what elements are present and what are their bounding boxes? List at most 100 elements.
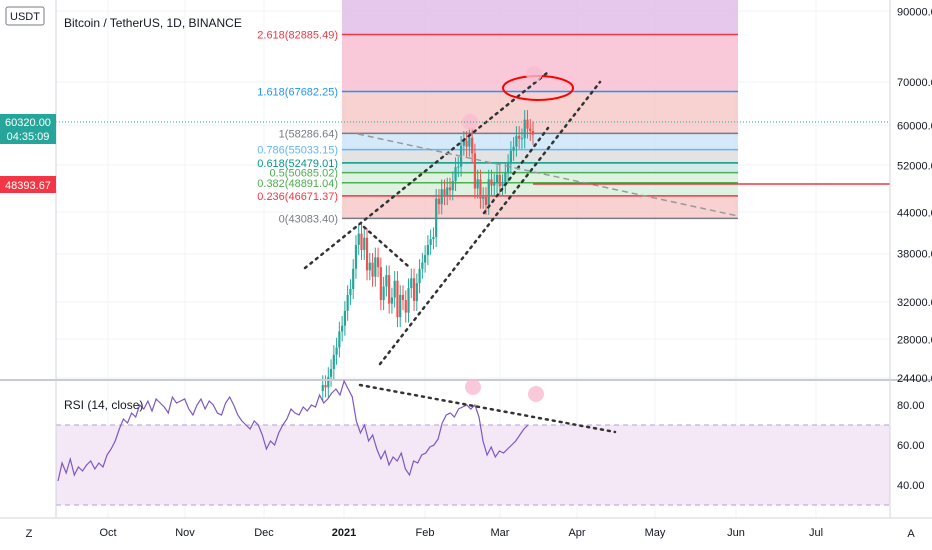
time-tick-9: Jul: [809, 527, 823, 539]
candle-body: [338, 331, 341, 348]
price-axis[interactable]: 90000.00 70000.00 60000.00 52000.00 44000.00…: [897, 6, 932, 385]
candle-body: [418, 268, 421, 284]
fib-label-1: 1(58286.64): [279, 128, 338, 140]
price-tick-3: 52000.00: [897, 160, 932, 172]
candle-body: [495, 174, 499, 184]
time-tick-1: Nov: [175, 527, 195, 539]
candle-body: [465, 140, 468, 147]
time-tick-5: Mar: [491, 527, 510, 539]
rsi-tick-0: 80.00: [897, 400, 925, 412]
fib-zone-3: [342, 149, 738, 163]
rsi-band: [56, 425, 890, 505]
candle-body: [523, 119, 526, 139]
symbol-title: Bitcoin / TetherUS, 1D, BINANCE: [64, 16, 242, 30]
rsi-line: [57, 379, 529, 482]
candle-body: [509, 150, 512, 164]
fib-label-2.618: 2.618(82885.49): [257, 30, 338, 42]
fib-label-0.236: 0.236(46671.37): [257, 191, 338, 203]
time-tick-3: 2021: [332, 527, 356, 539]
candle-body: [357, 233, 360, 245]
candle-body: [352, 268, 355, 289]
candle-body: [432, 237, 435, 240]
candle-body: [360, 233, 363, 250]
level-price-tag: [0, 176, 56, 193]
candle-body: [329, 368, 333, 377]
candle-body: [476, 179, 479, 189]
fib-zone-0: [342, 34, 738, 92]
candle-body: [341, 325, 344, 332]
last-price-tag: [0, 114, 56, 144]
time-tick-8: Jun: [727, 527, 745, 539]
candle-body: [484, 196, 488, 205]
fib-label-0.786: 0.786(55033.15): [257, 145, 338, 157]
candle-body: [424, 255, 427, 263]
candle-body: [346, 294, 349, 311]
fibonacci-retracement[interactable]: 2.618(82885.49) 1.618(67682.25) 1(58286.64…: [257, 0, 738, 225]
level-price-label: 48393.67: [5, 180, 51, 192]
fib-label-0.382: 0.382(48891.04): [257, 178, 338, 190]
candle-body: [332, 354, 335, 369]
candle-body: [479, 179, 482, 199]
log-scale-button[interactable]: [18, 522, 40, 544]
price-tick-8: 24400.00: [897, 373, 932, 385]
candle-body: [515, 135, 518, 147]
candle-body: [349, 288, 352, 295]
candle-body: [365, 237, 369, 271]
rsi-title: RSI (14, close): [64, 398, 143, 412]
channel-top-line: [303, 71, 549, 270]
candle-body: [448, 187, 452, 191]
log-scale-label: Z: [26, 528, 33, 540]
candle-body: [457, 166, 460, 168]
candle-body: [401, 294, 405, 301]
time-tick-0: Oct: [99, 527, 116, 539]
fib-label-0.5: 0.5(50685.02): [270, 168, 339, 180]
candle-body: [440, 189, 443, 205]
candlestick-series: [321, 110, 535, 401]
rsi-tick-1: 60.00: [897, 440, 925, 452]
fib-zone-6: [342, 182, 738, 196]
price-tick-4: 44000.00: [897, 207, 932, 219]
pullback-trend-line: [362, 225, 410, 268]
fib-zone-top: [342, 0, 738, 35]
price-tick-1: 70000.00: [897, 77, 932, 89]
time-axis[interactable]: Oct Nov Dec 2021 Feb Mar Apr May Jun Jul: [99, 527, 823, 539]
candle-body: [473, 153, 477, 189]
countdown-label: 04:35:09: [7, 131, 50, 143]
candle-body: [512, 146, 515, 151]
candle-body: [371, 262, 374, 277]
candle-body: [363, 237, 366, 250]
fib-label-1.618: 1.618(67682.25): [257, 86, 338, 98]
rsi-divergence-line[interactable]: [358, 383, 617, 434]
last-price-label: 60320.00: [5, 117, 51, 129]
fib-label-0: 0(43083.40): [279, 213, 338, 225]
fib-label-0.618: 0.618(52479.01): [257, 158, 338, 170]
candle-body: [376, 257, 380, 268]
candle-body: [368, 262, 371, 271]
rsi-marker-2: [528, 386, 544, 402]
candle-body: [446, 187, 449, 196]
candle-body: [462, 140, 465, 146]
currency-badge-label: USDT: [10, 11, 40, 23]
candle-body: [379, 267, 382, 301]
candle-body: [518, 135, 521, 139]
candle-body: [390, 297, 394, 304]
candle-body: [531, 130, 535, 135]
price-tick-5: 38000.00: [897, 249, 932, 261]
candle-body: [526, 119, 529, 129]
candle-body: [354, 244, 358, 269]
currency-badge[interactable]: [5, 6, 45, 26]
candle-body: [468, 137, 471, 147]
candle-body: [520, 138, 524, 140]
price-tick-6: 32000.00: [897, 297, 932, 309]
candle-body: [454, 167, 457, 182]
candle-body: [393, 280, 396, 298]
candle-body: [327, 376, 330, 388]
auto-scale-label: A: [907, 528, 915, 540]
time-tick-7: May: [645, 527, 666, 539]
time-tick-2: Dec: [254, 527, 274, 539]
time-tick-4: Feb: [416, 527, 435, 539]
candle-body: [407, 288, 410, 313]
rsi-axis[interactable]: 80.00 60.00 40.00: [897, 400, 925, 492]
candle-body: [482, 196, 485, 199]
auto-scale-button[interactable]: [900, 522, 922, 544]
